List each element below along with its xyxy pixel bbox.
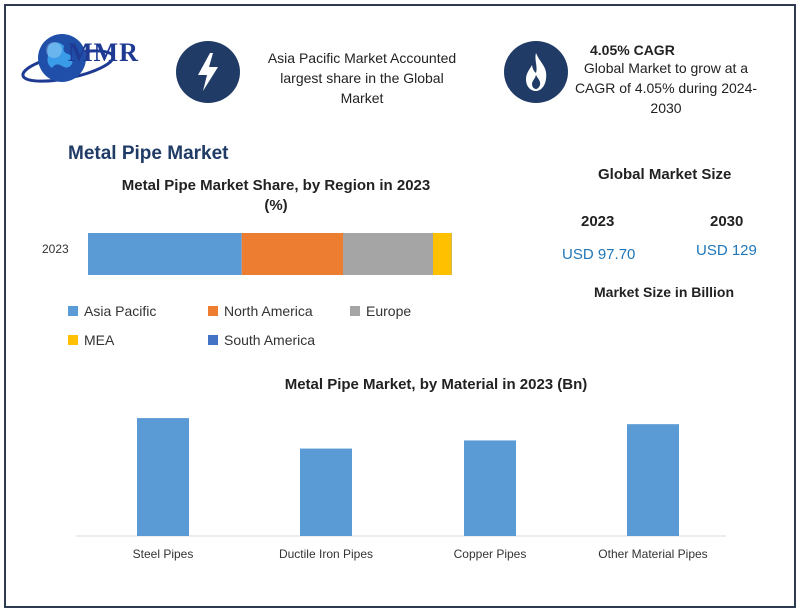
legend-item-europe: Europe	[350, 303, 411, 319]
cagr-note-line-3: 2030	[650, 100, 682, 116]
asia-note-line-1: Asia Pacific Market Accounted	[267, 50, 457, 66]
flame-icon	[526, 53, 547, 91]
year-2030-label: 2030	[710, 213, 744, 230]
cagr-note-line-2: CAGR of 4.05% during 2024-	[574, 80, 758, 96]
material-tick-label: Steel Pipes	[133, 547, 194, 561]
material-bar-ductile-iron-pipes	[300, 448, 352, 536]
market-size-unit-label: Market Size in Billion	[594, 284, 735, 300]
globe-continents	[47, 42, 73, 68]
legend-swatch	[68, 335, 78, 345]
legend-swatch	[350, 306, 360, 316]
asia-note-line-2: largest share in the Global	[280, 70, 444, 86]
cagr-note-line-1: Global Market to grow at a	[583, 60, 749, 76]
year-2023-label: 2023	[581, 213, 615, 230]
region-category-label: 2023	[42, 242, 69, 256]
legend-swatch	[208, 306, 218, 316]
material-bar-copper-pipes	[464, 440, 516, 536]
region-chart-title: Metal Pipe Market Share, by Region in 20…	[76, 176, 476, 216]
region-bar-europe	[343, 233, 433, 275]
legend-item-asia-pacific: Asia Pacific	[68, 303, 156, 319]
legend-item-south-america: South America	[208, 332, 315, 348]
material-bar-chart: Steel Pipes Ductile Iron Pipes Copper Pipe…	[76, 418, 726, 561]
region-share-chart: 2023	[42, 233, 452, 275]
region-bar-asia-pacific	[88, 233, 242, 275]
legend-label: Asia Pacific	[84, 303, 157, 319]
region-chart-title-line-2: (%)	[264, 197, 288, 214]
lightning-icon-circle	[176, 41, 240, 103]
cagr-note: Global Market to grow at a CAGR of 4.05%…	[566, 58, 766, 118]
logo-text: MMR	[68, 38, 139, 67]
section-title: Metal Pipe Market	[68, 143, 229, 164]
region-bar-north-america	[241, 233, 343, 275]
material-tick-label: Other Material Pipes	[598, 547, 707, 561]
legend-label: North America	[224, 303, 313, 319]
material-category-labels: Steel Pipes Ductile Iron Pipes Copper Pipe…	[133, 547, 708, 561]
mmr-logo	[21, 34, 115, 83]
asia-pacific-note: Asia Pacific Market Accounted largest sh…	[252, 48, 472, 108]
flame-icon-circle	[504, 41, 568, 103]
material-bars	[137, 418, 679, 536]
legend-label: South America	[224, 332, 316, 348]
legend-label: Europe	[366, 303, 412, 319]
region-bars	[88, 233, 452, 275]
material-bar-other-material-pipes	[627, 424, 679, 536]
value-2023: USD 97.70	[562, 246, 636, 263]
lightning-icon	[198, 53, 218, 91]
material-tick-label: Copper Pipes	[454, 547, 527, 561]
legend-swatch	[68, 306, 78, 316]
material-chart-title: Metal Pipe Market, by Material in 2023 (…	[284, 376, 588, 393]
material-tick-label: Ductile Iron Pipes	[279, 547, 373, 561]
legend-swatch	[208, 335, 218, 345]
cagr-title: 4.05% CAGR	[590, 42, 675, 58]
region-bar-mea	[433, 233, 452, 275]
material-bar-steel-pipes	[137, 418, 189, 536]
value-2030: USD 129	[696, 242, 757, 259]
legend-item-mea: MEA	[68, 332, 114, 348]
legend-label: MEA	[84, 332, 115, 348]
infographic-frame: MMR Asia Pacific Market Accounted larges…	[4, 4, 796, 608]
legend-item-north-america: North America	[208, 303, 313, 319]
global-market-title: Global Market Size	[598, 166, 732, 183]
asia-note-line-3: Market	[340, 90, 384, 106]
region-chart-title-line-1: Metal Pipe Market Share, by Region in 20…	[121, 177, 431, 194]
globe-highlight	[46, 42, 62, 58]
